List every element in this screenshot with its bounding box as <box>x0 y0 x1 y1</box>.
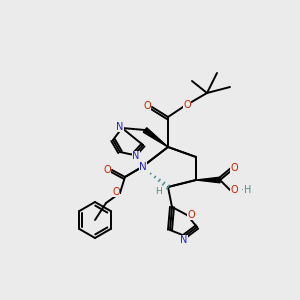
Text: O: O <box>230 185 238 195</box>
Text: ·H: ·H <box>241 185 251 195</box>
Text: N: N <box>180 235 188 245</box>
Text: O: O <box>143 101 151 111</box>
Text: N: N <box>139 162 147 172</box>
Text: O: O <box>112 187 120 197</box>
Text: N: N <box>116 122 124 132</box>
Text: O: O <box>187 210 195 220</box>
Text: N: N <box>139 162 147 172</box>
Polygon shape <box>143 128 168 147</box>
Polygon shape <box>196 177 220 183</box>
Text: O: O <box>103 165 111 175</box>
Text: H: H <box>154 188 161 196</box>
Text: N: N <box>132 151 140 161</box>
Text: O: O <box>230 163 238 173</box>
Text: O: O <box>183 100 191 110</box>
